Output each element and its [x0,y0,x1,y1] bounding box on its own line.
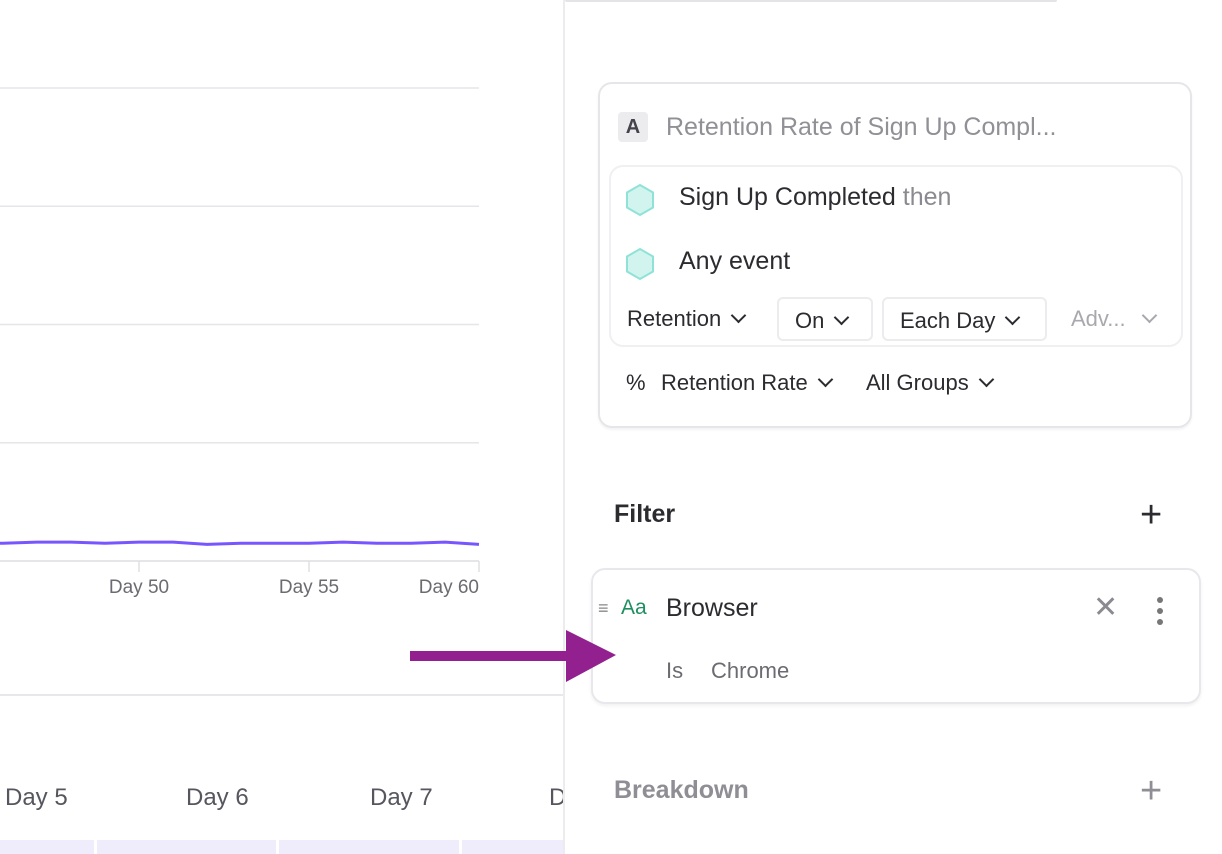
string-type-icon: Aa [621,596,647,619]
filter-property[interactable]: Browser [666,594,758,622]
table-cell [462,840,563,854]
event-any-event[interactable]: Any event [679,247,791,275]
x-tick-label: Day 50 [109,577,169,598]
event-then-label: then [902,183,952,211]
interval-dropdown[interactable]: Each Day [882,297,1047,341]
table-cell [97,840,276,854]
filter-operator[interactable]: Is [666,658,684,683]
chevron-down-icon [1141,307,1157,324]
panel-top-edge [565,0,1057,2]
hexagon-icon [626,183,654,217]
table-header-day-8[interactable]: D [549,784,567,811]
dropdown-label: All Groups [866,370,969,395]
measure-dropdown[interactable]: Retention Rate [661,368,834,398]
chevron-down-icon [834,309,850,326]
breakdown-heading: Breakdown [614,776,749,804]
plus-icon[interactable]: + [1140,770,1163,812]
series-line[interactable] [0,540,480,546]
table-cell [0,840,94,854]
table-cell [279,840,459,854]
dropdown-label: Adv... [1071,306,1126,331]
dropdown-label: Retention [627,306,722,331]
dropdown-label: Retention Rate [661,370,808,395]
close-icon[interactable]: ✕ [1093,591,1119,624]
retention-dropdown[interactable]: Retention [627,297,747,341]
table-header-day-5[interactable]: Day 5 [5,784,68,811]
query-builder-panel: A Retention Rate of Sign Up Compl... Sig… [563,0,1222,854]
on-dropdown[interactable]: On [777,297,873,341]
chevron-down-icon [978,371,994,388]
dropdown-label: Each Day [900,308,996,333]
event-sign-up-completed[interactable]: Sign Up Completed then [679,183,951,212]
event-sequence: Sign Up Completed then Any event Retenti… [609,165,1183,347]
query-badge: A [618,112,648,142]
chevron-down-icon [817,371,834,388]
chevron-down-icon [730,307,747,324]
x-tick-label: Day 55 [279,577,339,598]
section-divider [0,694,563,696]
table-header-day-7[interactable]: Day 7 [370,784,433,811]
query-title[interactable]: Retention Rate of Sign Up Compl... [666,113,1057,141]
plus-icon[interactable]: + [1140,494,1163,536]
chevron-down-icon [1005,309,1021,326]
drag-handle-icon[interactable]: ≡ [598,598,609,618]
filter-heading: Filter [614,500,676,528]
event-name: Sign Up Completed [679,183,896,211]
groups-dropdown[interactable]: All Groups [866,368,994,398]
x-tick-label: Day 60 [419,577,479,598]
hexagon-icon [626,247,654,281]
filter-item[interactable]: ≡ Aa Browser ✕ Is Chrome [591,568,1201,704]
arrow-right-icon [410,630,616,682]
filter-value[interactable]: Chrome [711,658,790,683]
percent-icon: % [626,370,646,395]
dropdown-label: On [795,308,825,333]
table-header-day-6[interactable]: Day 6 [186,784,249,811]
more-vertical-icon[interactable] [1155,596,1165,626]
advanced-dropdown[interactable]: Adv... [1071,297,1157,341]
query-card[interactable]: A Retention Rate of Sign Up Compl... Sig… [598,82,1192,428]
